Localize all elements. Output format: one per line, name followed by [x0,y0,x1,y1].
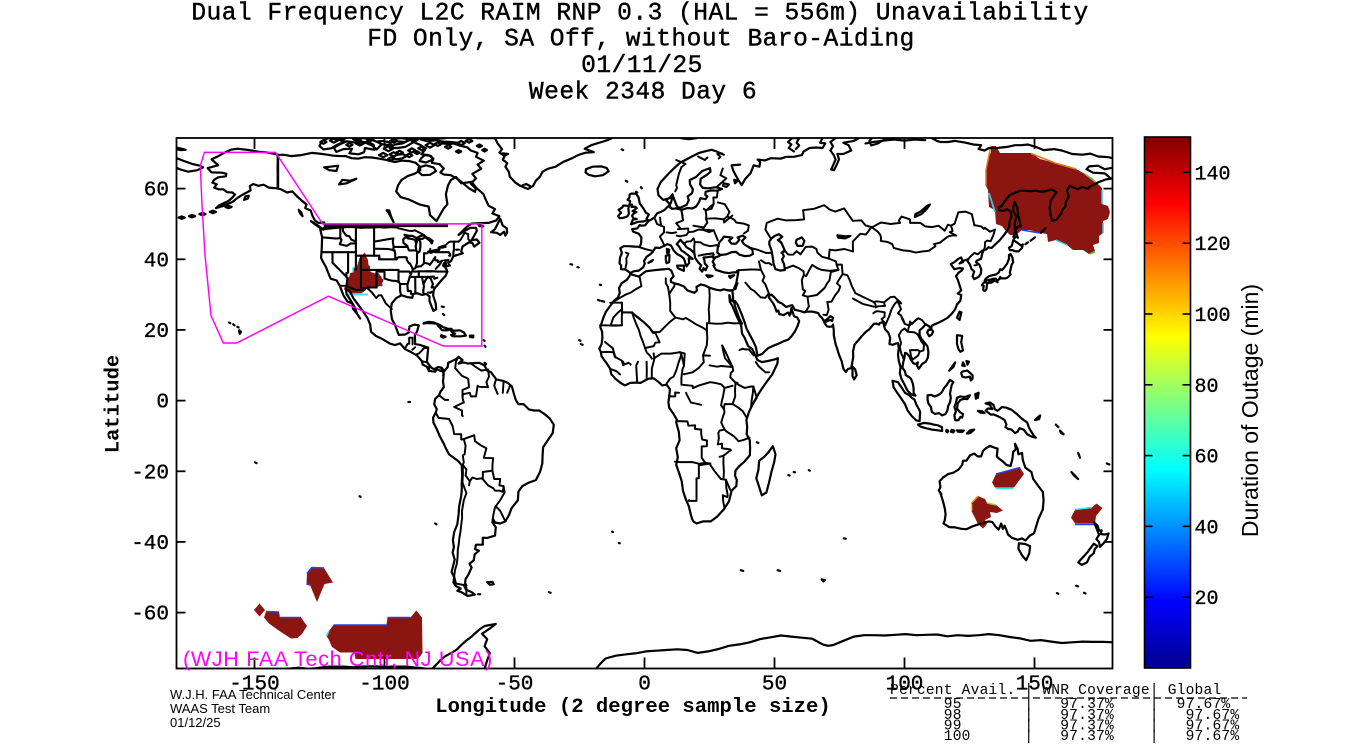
svg-text:-150: -150 [229,674,279,697]
svg-text:98 | 97.37% | 97.: 98 | 97.37% | 97.67% [890,708,1239,724]
svg-text:Latitude: Latitude [103,355,126,453]
svg-text:0: 0 [638,674,651,697]
svg-text:Duration of Outage (min): Duration of Outage (min) [1237,284,1263,537]
svg-text:0: 0 [156,392,169,415]
svg-text:-50: -50 [496,674,534,697]
svg-text:99 | 97.37% | 97.: 99 | 97.37% | 97.67% [890,719,1239,735]
svg-text:80: 80 [1195,376,1219,399]
svg-text:20: 20 [144,321,169,344]
svg-text:40: 40 [1195,517,1219,540]
svg-text:-20: -20 [131,462,169,485]
svg-text:60: 60 [1195,447,1219,470]
svg-text:60: 60 [144,180,169,203]
svg-text:Week 2348 Day 6: Week 2348 Day 6 [529,80,757,107]
svg-text:50: 50 [762,674,787,697]
svg-text:100: 100 [1195,305,1231,328]
svg-text:01/12/25: 01/12/25 [170,715,221,730]
svg-text:W.J.H. FAA Technical Center: W.J.H. FAA Technical Center [170,687,337,702]
svg-text:-100: -100 [359,674,409,697]
svg-text:150: 150 [1016,674,1054,697]
svg-text:-40: -40 [131,533,169,556]
svg-text:01/11/25: 01/11/25 [581,53,703,80]
svg-text:95 | 97.37% | 97.6: 95 | 97.37% | 97.67% [890,697,1230,713]
svg-text:140: 140 [1195,163,1231,186]
svg-text:120: 120 [1195,234,1231,257]
svg-text:-60: -60 [131,604,169,627]
svg-text:100: 100 [886,674,924,697]
svg-text:100 | 97.37% | 97.: 100 | 97.37% | 97.67% [890,729,1239,745]
svg-text:Dual Frequency L2C RAIM RNP 0.: Dual Frequency L2C RAIM RNP 0.3 (HAL = 5… [191,1,1088,28]
svg-text:Longitude (2 degree sample siz: Longitude (2 degree sample size) [435,696,830,719]
svg-text:FD Only, SA Off, without Baro-: FD Only, SA Off, without Baro-Aiding [367,27,915,54]
svg-text:Percent Avail. | WNR Coverage|: Percent Avail. | WNR Coverage| Global [890,683,1221,699]
svg-text:40: 40 [144,250,169,273]
svg-text:WAAS Test Team: WAAS Test Team [170,701,270,716]
svg-text:20: 20 [1195,588,1219,611]
svg-text:(WJH FAA Tech Cntr, NJ USA): (WJH FAA Tech Cntr, NJ USA) [183,647,493,671]
